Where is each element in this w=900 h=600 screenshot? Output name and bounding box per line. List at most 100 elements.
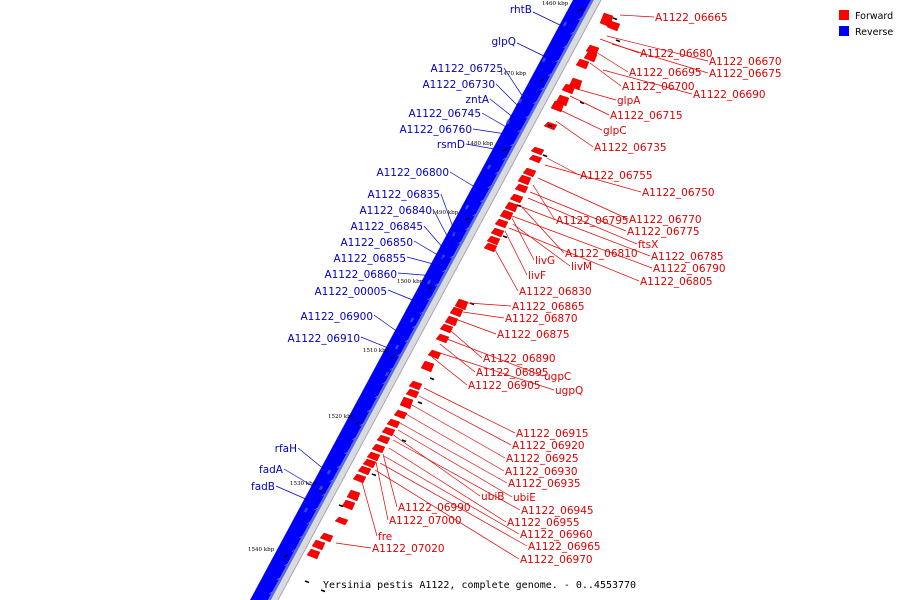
forward-gene-block: [454, 298, 469, 311]
forward-gene-block: [334, 516, 349, 526]
forward-leader: [519, 204, 565, 254]
tick-mark: [283, 554, 289, 558]
forward-gene-block: [606, 20, 621, 32]
forward-gene-label: ubiE: [513, 492, 536, 504]
forward-gene-label: A1122_07000: [389, 515, 462, 527]
minor-tick: [344, 451, 348, 455]
reverse-gene-block: [562, 21, 568, 27]
forward-leader: [467, 302, 512, 307]
minor-tick: [269, 591, 273, 595]
forward-gene-block: [514, 183, 529, 194]
forward-strand-band: [271, 0, 601, 600]
minor-tick: [306, 521, 311, 525]
forward-gene-block: [575, 58, 590, 70]
forward-gene-block: [561, 83, 576, 95]
reverse-leader: [449, 171, 484, 193]
reverse-leader: [397, 272, 436, 277]
forward-leader: [527, 197, 638, 245]
forward-gene-label: A1122_06990: [398, 502, 471, 514]
forward-gene-label: A1122_06920: [512, 440, 585, 452]
minor-tick: [465, 227, 469, 231]
legend-swatch-reverse: [839, 26, 849, 36]
minor-tick: [336, 465, 341, 469]
reverse-gene-label: rfaH: [275, 443, 297, 455]
minor-tick: [276, 577, 280, 581]
forward-gene-label: A1122_06790: [653, 263, 726, 275]
forward-gene-label: A1122_06735: [594, 142, 667, 154]
forward-leader: [521, 206, 651, 257]
forward-gene-label: A1122_06925: [506, 453, 579, 465]
forward-leader: [555, 120, 594, 148]
forward-leader: [375, 461, 389, 521]
reverse-leader: [275, 485, 309, 501]
forward-leader: [532, 184, 556, 221]
feature-mark: [516, 204, 522, 208]
minor-tick: [562, 45, 567, 49]
forward-gene-label: ugpC: [544, 371, 571, 383]
forward-gene-label: A1122_06665: [655, 12, 728, 24]
reverse-gene-label: A1122_06840: [359, 205, 432, 217]
forward-gene-label: A1122_06690: [693, 89, 766, 101]
reverse-leader: [495, 83, 521, 109]
forward-gene-label: A1122_06795: [556, 215, 629, 227]
reverse-leader: [472, 128, 507, 135]
forward-leader: [462, 311, 505, 319]
forward-leader: [388, 447, 507, 523]
reverse-gene-block: [426, 279, 432, 285]
reverse-gene-label: fadB: [251, 481, 275, 493]
reverse-gene-block: [464, 204, 470, 210]
forward-gene-track: [304, 12, 621, 593]
forward-gene-block: [341, 499, 356, 511]
forward-gene-label: A1122_06770: [629, 214, 702, 226]
forward-gene-label: A1122_06960: [520, 529, 593, 541]
feature-mark: [371, 473, 377, 477]
feature-mark: [338, 504, 344, 508]
reverse-gene-label: fadA: [259, 464, 284, 476]
minor-tick: [374, 395, 378, 399]
minor-tick: [412, 325, 416, 329]
forward-leader: [508, 227, 640, 282]
forward-leader: [361, 481, 378, 537]
reverse-gene-block: [326, 469, 332, 475]
reverse-gene-label: A1122_06725: [430, 63, 503, 75]
minor-tick: [555, 59, 559, 63]
feature-mark: [502, 235, 508, 239]
reverse-gene-label: A1122_00005: [314, 286, 387, 298]
feature-mark: [615, 39, 621, 43]
forward-leader: [439, 343, 476, 373]
forward-leader: [619, 14, 655, 18]
forward-leader: [504, 230, 528, 276]
reverse-leader: [360, 336, 394, 351]
forward-leader: [431, 356, 468, 386]
forward-leader: [397, 429, 513, 498]
forward-gene-label: A1122_06715: [610, 110, 683, 122]
reverse-gene-label: A1122_06800: [376, 167, 449, 179]
forward-gene-block: [371, 443, 386, 454]
reverse-gene-block: [318, 485, 324, 491]
tick-mark: [577, 8, 583, 12]
forward-gene-label: ubiB: [481, 491, 504, 503]
reverse-leader: [481, 112, 509, 129]
forward-gene-block: [550, 100, 565, 113]
forward-gene-block: [486, 235, 501, 246]
forward-leader: [537, 177, 629, 220]
feature-mark: [547, 124, 553, 128]
forward-leader: [383, 455, 520, 535]
feature-mark: [401, 439, 407, 443]
forward-gene-label: A1122_06785: [651, 251, 724, 263]
tick-mark: [539, 78, 545, 82]
forward-gene-block: [352, 473, 367, 484]
label-leader-lines: [275, 11, 709, 560]
feature-mark: [320, 589, 326, 593]
forward-gene-block: [393, 409, 408, 420]
tick-mark: [319, 488, 324, 492]
forward-leader: [576, 88, 617, 101]
minor-tick: [329, 479, 333, 483]
tick-label: 1540 kbp: [248, 547, 275, 553]
tick-label: 1490 kbp: [432, 210, 459, 216]
forward-leader: [511, 217, 535, 261]
forward-gene-block: [439, 323, 454, 334]
reverse-leader: [503, 67, 526, 101]
reverse-leader: [387, 289, 421, 304]
forward-gene-block: [376, 434, 391, 445]
